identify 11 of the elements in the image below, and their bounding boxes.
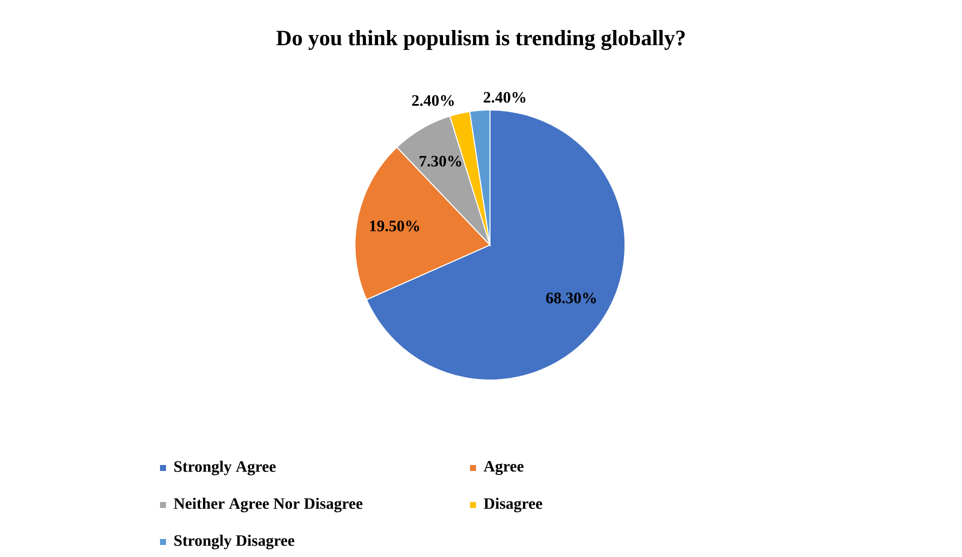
legend-label: Neither Agree Nor Disagree xyxy=(174,498,362,512)
data-label: 2.40% xyxy=(412,95,454,106)
legend-label: Strongly Disagree xyxy=(174,534,294,550)
data-label: 68.30% xyxy=(546,292,596,304)
legend-label: Strongly Agree xyxy=(174,460,276,476)
legend-label: Agree xyxy=(484,460,524,476)
legend-label: Disagree xyxy=(484,498,542,512)
data-label: 2.40% xyxy=(484,92,526,103)
chart-title: Do you think populism is trending globally? xyxy=(276,30,685,50)
data-label: 19.50% xyxy=(370,220,420,232)
data-label: 7.30% xyxy=(420,156,462,167)
